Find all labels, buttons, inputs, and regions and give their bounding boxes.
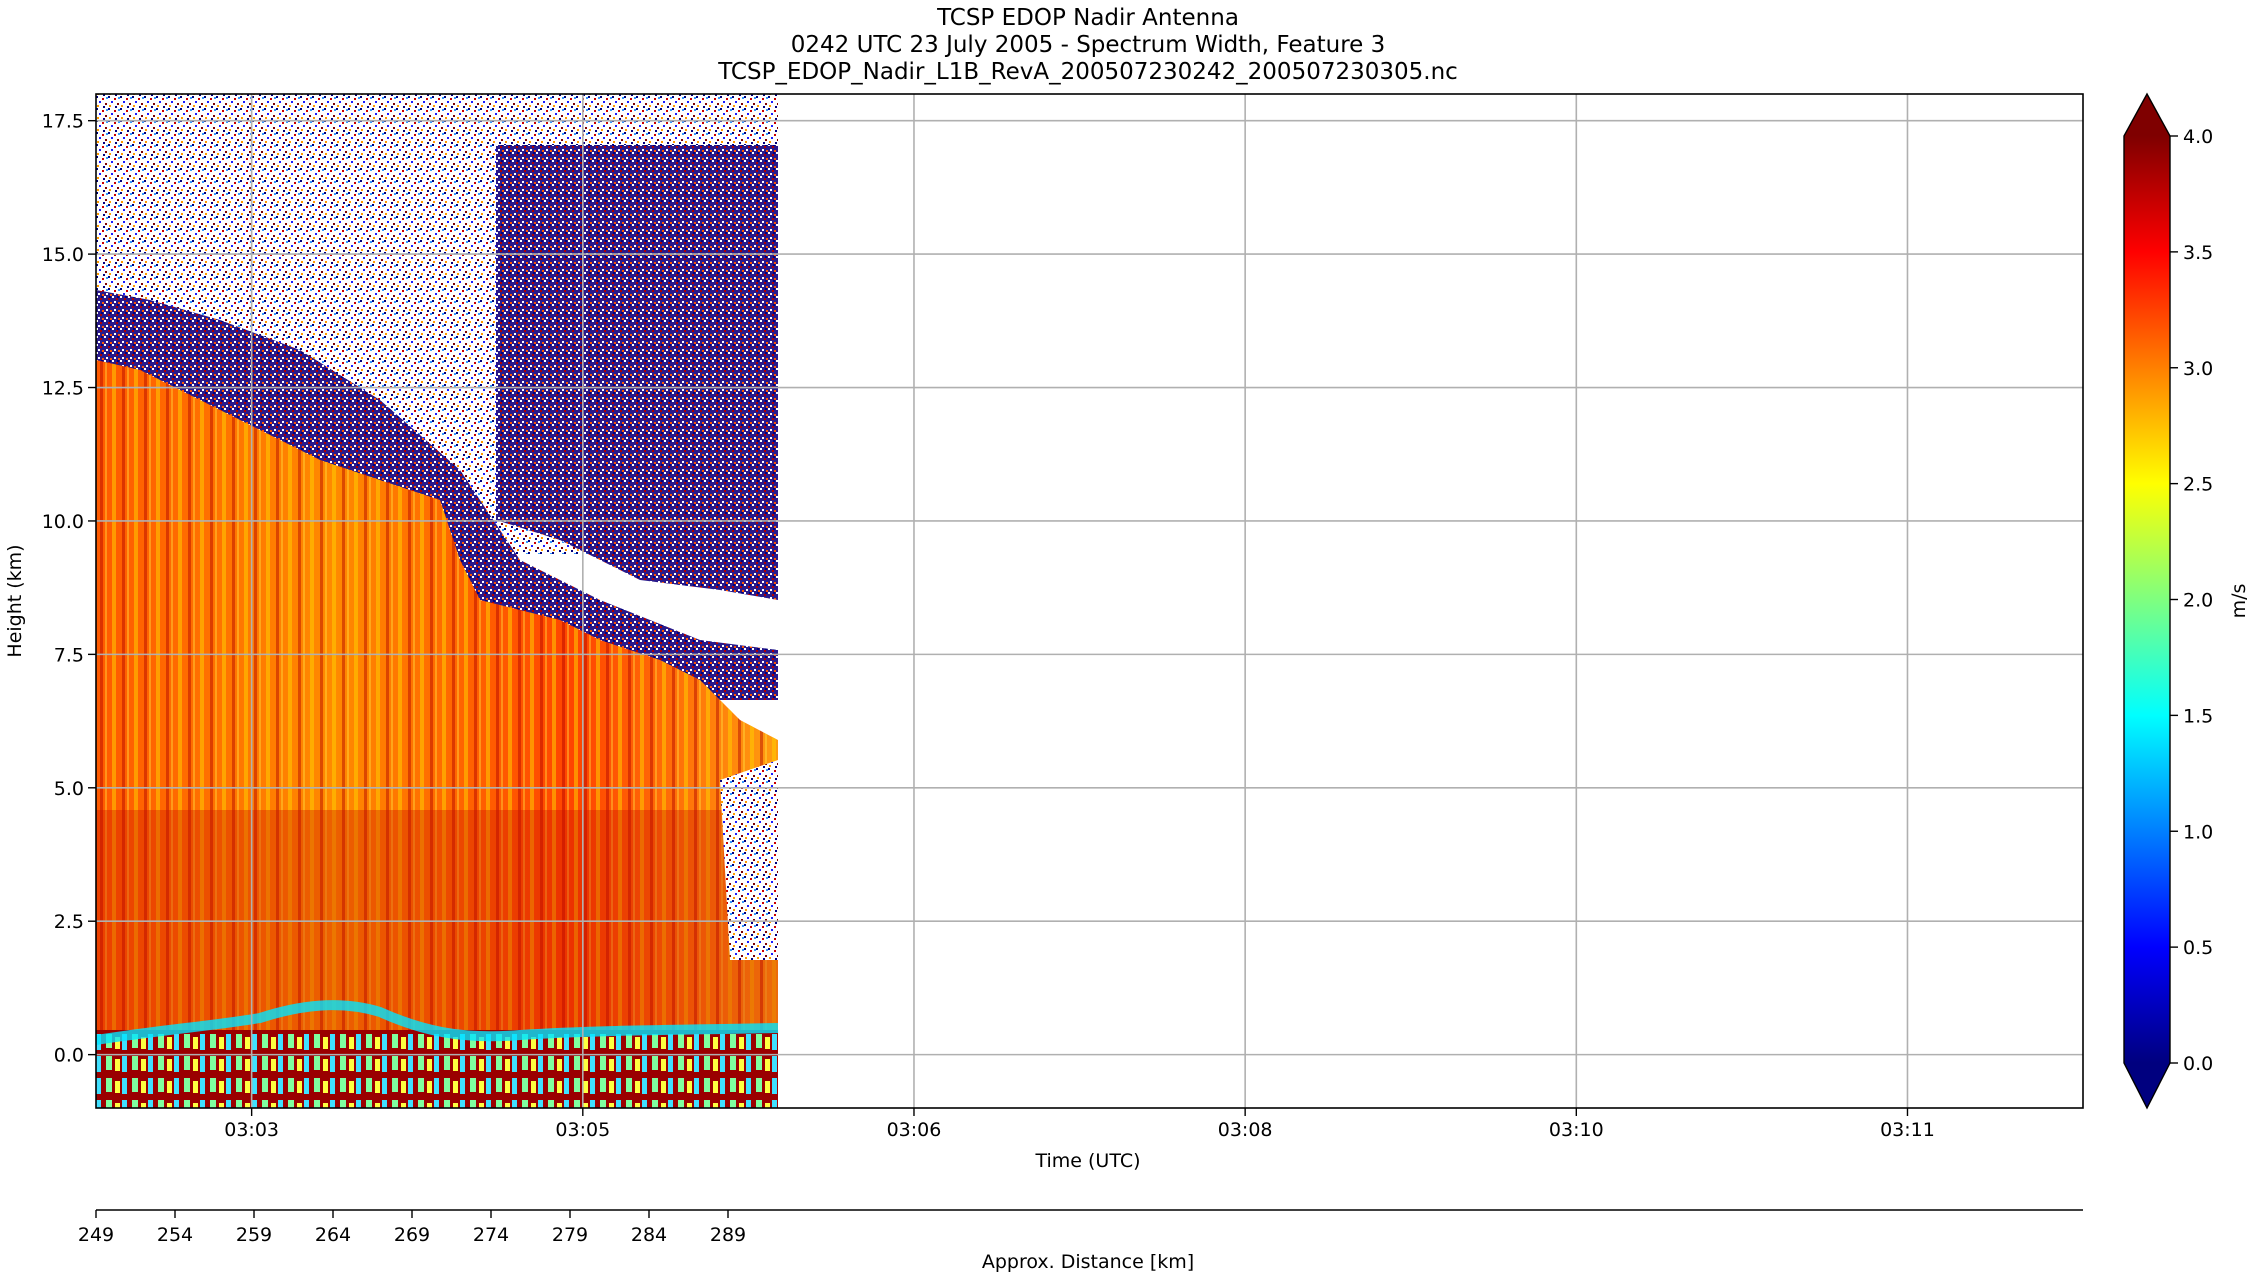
x-axis-ticks: 03:03 03:05 03:06 03:08 03:10 03:11 [224, 1108, 1935, 1141]
colorbar-extend-min [2124, 1063, 2170, 1108]
colorbar-tick-label: 0.5 [2183, 937, 2213, 959]
grid-lines [96, 94, 2083, 1108]
colorbar-tick-label: 3.0 [2183, 358, 2213, 380]
colorbar-tick-label: 2.0 [2183, 590, 2213, 612]
distance-tick-label: 264 [315, 1224, 351, 1246]
colorbar-tick-label: 0.0 [2183, 1053, 2213, 1075]
x-tick-label: 03:10 [1549, 1119, 1604, 1141]
y-tick-label: 10.0 [42, 511, 84, 533]
colorbar-tick-label: 2.5 [2183, 474, 2213, 496]
y-tick-label: 17.5 [42, 111, 84, 133]
colorbar-extend-max [2124, 94, 2170, 136]
colorbar-tick-label: 1.0 [2183, 821, 2213, 843]
convective-streaks [96, 360, 778, 1030]
colorbar-ticks: 0.0 0.5 1.0 1.5 2.0 2.5 3.0 3.5 4.0 [2170, 126, 2213, 1075]
x-tick-label: 03:06 [887, 1119, 942, 1141]
x-tick-label: 03:11 [1880, 1119, 1935, 1141]
right-edge-noise [720, 760, 778, 960]
y-axis-ticks: 0.0 2.5 5.0 7.5 10.0 12.5 15.0 17.5 [42, 111, 96, 1067]
distance-tick-label: 289 [710, 1224, 746, 1246]
x-tick-label: 03:03 [224, 1119, 279, 1141]
distance-tick-label: 259 [236, 1224, 272, 1246]
colorbar-tick-label: 4.0 [2183, 126, 2213, 148]
chart-title-line-3: TCSP_EDOP_Nadir_L1B_RevA_200507230242_20… [717, 59, 1458, 85]
plot-frame [95, 93, 2084, 1109]
distance-tick-label: 279 [552, 1224, 588, 1246]
y-tick-label: 0.0 [54, 1045, 84, 1067]
distance-axis-ticks: 249 254 259 264 269 274 279 284 289 [78, 1210, 746, 1246]
chart-title-line-1: TCSP EDOP Nadir Antenna [936, 5, 1239, 31]
distance-tick-label: 284 [631, 1224, 667, 1246]
y-axis-label: Height (km) [4, 544, 26, 657]
y-tick-label: 2.5 [54, 911, 84, 933]
y-tick-label: 7.5 [54, 644, 84, 666]
x-axis-label: Time (UTC) [1034, 1150, 1140, 1172]
x-tick-label: 03:05 [555, 1119, 610, 1141]
chart-title-line-2: 0242 UTC 23 July 2005 - Spectrum Width, … [791, 32, 1386, 58]
colorbar-tick-label: 1.5 [2183, 705, 2213, 727]
colorbar: 0.0 0.5 1.0 1.5 2.0 2.5 3.0 3.5 4.0 m/s [2123, 92, 2250, 1110]
surface-echo-line [96, 1000, 779, 1045]
distance-axis-label: Approx. Distance [km] [982, 1251, 1194, 1273]
surface-band [96, 1030, 778, 1108]
heatmap-image [96, 94, 779, 1108]
y-tick-label: 15.0 [42, 244, 84, 266]
dense-noise-region [496, 145, 778, 600]
distance-tick-label: 269 [394, 1224, 430, 1246]
colorbar-tick-label: 3.5 [2183, 242, 2213, 264]
y-tick-label: 5.0 [54, 778, 84, 800]
distance-tick-label: 254 [157, 1224, 193, 1246]
distance-tick-label: 249 [78, 1224, 114, 1246]
y-tick-label: 12.5 [42, 378, 84, 400]
lower-core-shade [96, 810, 778, 1030]
x-tick-label: 03:08 [1218, 1119, 1273, 1141]
colorbar-gradient [2124, 136, 2170, 1063]
distance-tick-label: 274 [473, 1224, 509, 1246]
colorbar-label: m/s [2228, 584, 2250, 619]
